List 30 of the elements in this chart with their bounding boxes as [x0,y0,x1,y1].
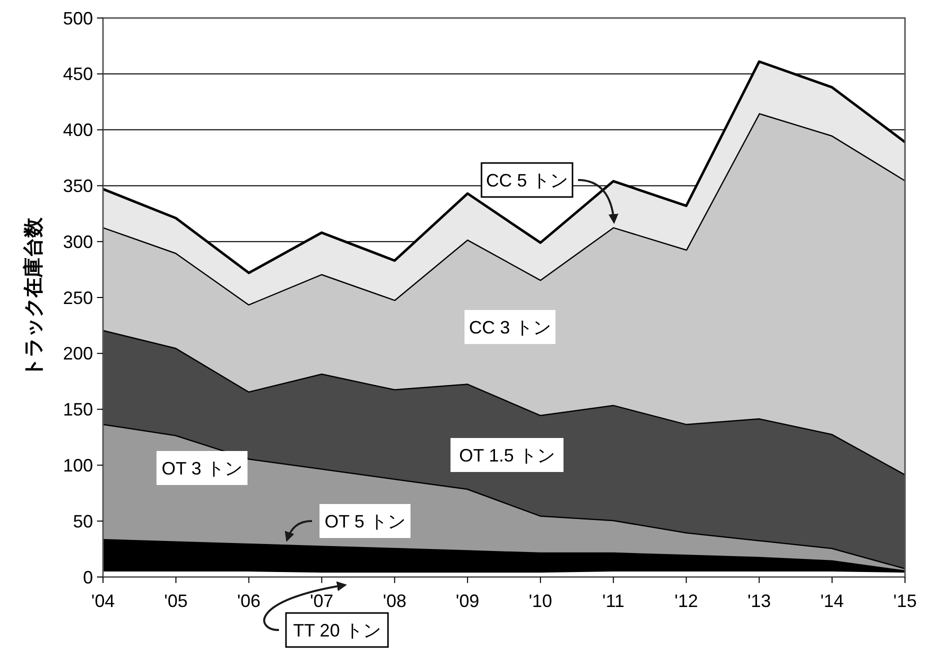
series-label: OT 1.5 トン [459,445,555,466]
series-label: OT 5 トン [324,511,406,532]
y-tick-label: 100 [62,456,93,476]
x-tick-label: '11 [602,591,624,611]
y-tick-label: 300 [62,232,93,252]
y-axis-title: トラック在庫台数 [22,216,45,378]
x-tick-label: '06 [237,591,261,611]
x-tick-label: '13 [747,591,771,611]
x-tick-label: '04 [91,591,115,611]
series-label: OT 3 トン [162,458,242,478]
x-tick-label: '14 [820,591,844,611]
y-tick-label: 400 [62,120,93,140]
x-tick-label: '07 [310,591,334,611]
y-tick-label: 0 [82,567,93,588]
x-tick-label: '12 [674,591,698,611]
y-tick-label: 450 [62,64,93,84]
y-tick-label: 250 [62,288,93,308]
y-tick-label: 150 [62,400,93,420]
x-tick-label: '05 [164,591,188,611]
y-tick-label: 50 [72,511,93,532]
y-tick-label: 500 [62,8,93,28]
series-label: CC 5 トン [486,170,568,190]
x-tick-label: '10 [528,591,552,611]
y-tick-label: 350 [62,176,93,196]
x-tick-label: '09 [456,591,480,611]
series-label: CC 3 トン [468,317,552,338]
x-tick-label: '08 [382,591,406,611]
y-tick-label: 200 [62,344,93,364]
text: TT 20 トン [293,620,381,640]
x-tick-label: '15 [893,591,917,611]
